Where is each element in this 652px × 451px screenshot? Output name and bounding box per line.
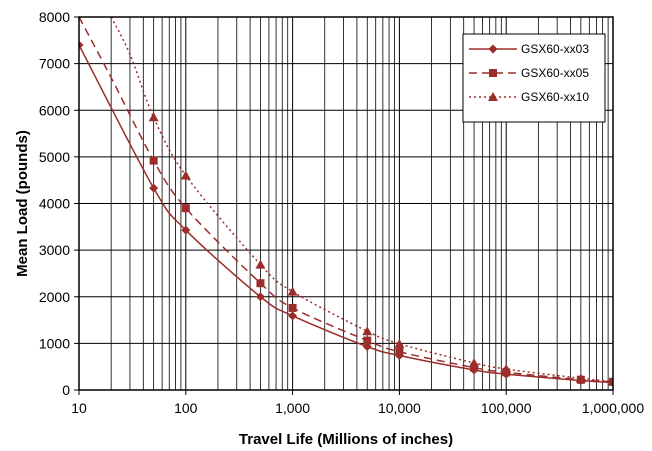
gridlines	[78, 16, 613, 391]
legend-label: GSX60-xx05	[521, 66, 589, 80]
series-GSX60-xx10	[110, 17, 613, 386]
data-point	[180, 170, 191, 180]
y-tick-label: 6000	[39, 102, 70, 118]
data-point	[363, 336, 372, 345]
x-axis-title: Travel Life (Millions of inches)	[239, 431, 453, 448]
data-point	[575, 373, 586, 383]
y-tick-labels: 0 1000 2000 3000 4000 5000 6000 7000 8000	[39, 9, 70, 398]
data-point	[469, 357, 480, 367]
legend-label: GSX60-xx03	[521, 42, 589, 56]
series-line	[79, 44, 613, 384]
legend: GSX60-xx03 GSX60-xx05 GSX60-xx10	[462, 33, 606, 123]
x-tick-label: 1,000	[275, 400, 310, 416]
x-tick-label: 100,000	[481, 400, 532, 416]
data-point	[288, 311, 298, 321]
legend-marker	[489, 69, 497, 77]
data-point	[288, 303, 297, 312]
legend-item: GSX60-xx10	[469, 90, 589, 104]
y-tick-label: 3000	[39, 242, 70, 258]
data-point	[148, 112, 159, 122]
data-point	[395, 347, 404, 356]
data-point	[149, 183, 159, 193]
data-point	[255, 259, 266, 269]
series-layer	[79, 17, 613, 388]
y-tick-label: 1000	[39, 335, 70, 351]
tick-marks	[74, 16, 614, 395]
x-tick-label: 100	[174, 400, 198, 416]
data-point	[470, 363, 479, 372]
y-tick-label: 2000	[39, 289, 70, 305]
data-point	[255, 292, 265, 302]
legend-marker	[488, 92, 498, 101]
data-point	[362, 326, 373, 336]
y-axis-title: Mean Load (pounds)	[14, 130, 31, 277]
data-point	[394, 338, 405, 348]
y-tick-label: 5000	[39, 149, 70, 165]
data-point	[181, 225, 191, 235]
data-point	[79, 40, 84, 50]
x-tick-label: 10	[71, 400, 87, 416]
legend-marker	[488, 44, 498, 54]
data-point	[149, 156, 158, 165]
legend-item: GSX60-xx05	[469, 66, 589, 80]
data-point	[608, 376, 613, 386]
y-tick-label: 0	[62, 382, 70, 398]
x-tick-label: 10,000	[378, 400, 421, 416]
legend-item: GSX60-xx03	[469, 42, 589, 56]
legend-label: GSX60-xx10	[521, 90, 589, 104]
data-point	[181, 204, 190, 213]
y-tick-label: 7000	[39, 56, 70, 72]
data-point	[501, 364, 512, 374]
x-tick-labels: 10 100 1,000 10,000 100,000 1,000,000	[71, 400, 644, 416]
data-point	[256, 279, 265, 288]
y-tick-label: 8000	[39, 9, 70, 25]
data-point	[287, 286, 298, 296]
y-tick-label: 4000	[39, 196, 70, 212]
x-tick-label: 1,000,000	[582, 400, 644, 416]
